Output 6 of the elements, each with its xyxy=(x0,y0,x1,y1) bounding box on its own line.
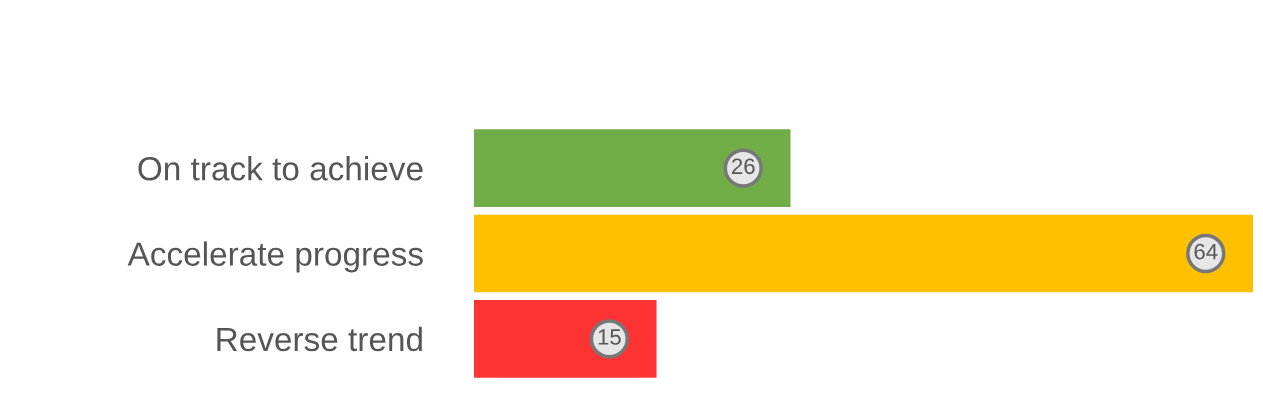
data-label: 64 xyxy=(1194,243,1218,260)
y-tick-label: On track to achieve xyxy=(138,156,423,181)
data-label: 26 xyxy=(732,158,755,175)
data-label: 15 xyxy=(598,329,621,345)
y-tick-label: Reverse trend xyxy=(217,326,422,352)
y-tick-label: Accelerate progress xyxy=(127,241,423,273)
